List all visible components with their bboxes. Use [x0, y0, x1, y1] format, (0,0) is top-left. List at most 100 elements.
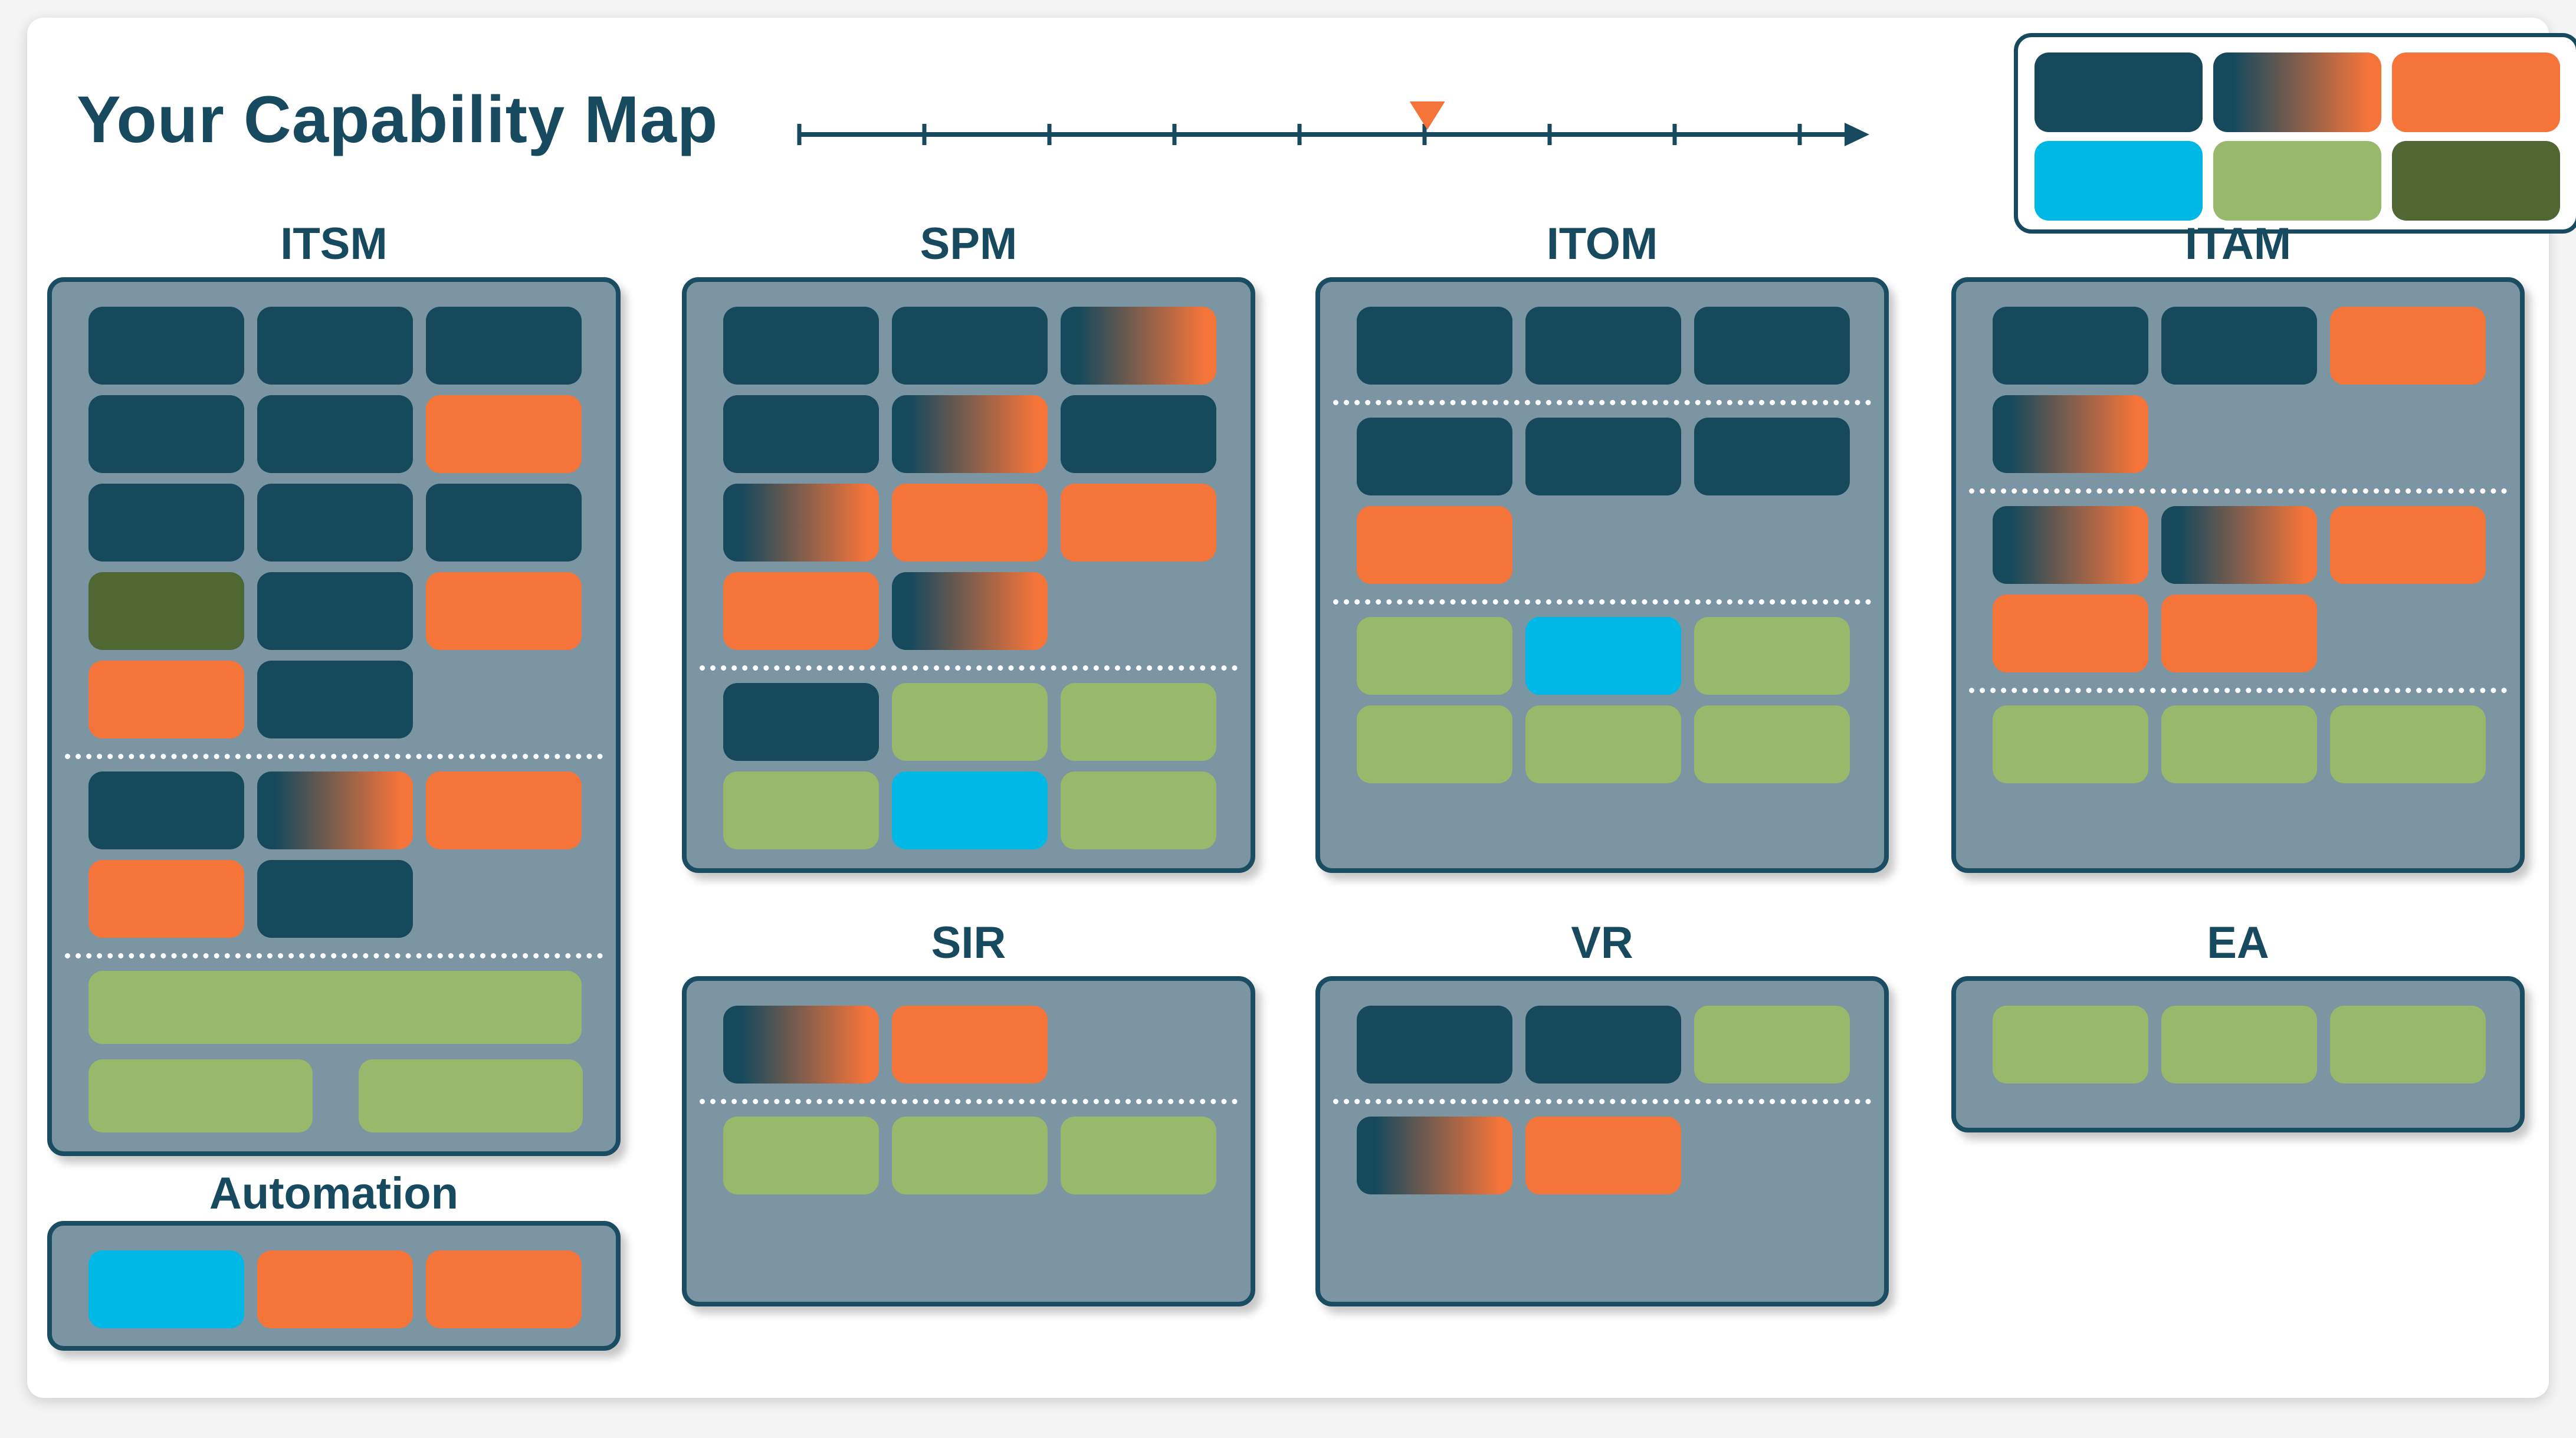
panel-itam	[1951, 277, 2525, 873]
panel-automation	[47, 1221, 621, 1351]
capability-tile	[1357, 1117, 1512, 1194]
capability-tile	[426, 395, 582, 473]
panel-title-vr: VR	[1571, 918, 1633, 968]
section-divider	[1333, 400, 1871, 405]
capability-tile	[88, 307, 244, 385]
capability-tile	[1993, 1006, 2148, 1084]
capability-tile	[1357, 1006, 1512, 1084]
capability-tile	[257, 484, 413, 562]
capability-tile	[1694, 1006, 1850, 1084]
capability-tile	[2161, 595, 2317, 672]
capability-tile	[1357, 506, 1512, 584]
capability-tile	[723, 572, 879, 650]
capability-tile	[359, 1059, 583, 1132]
capability-tile	[88, 971, 582, 1044]
panel-sir	[682, 976, 1255, 1306]
panel-title-itam: ITAM	[2184, 219, 2292, 269]
capability-tile	[1993, 307, 2148, 385]
capability-tile	[1357, 617, 1512, 695]
capability-tile	[723, 1117, 879, 1194]
capability-tile	[257, 1250, 413, 1328]
capability-tile	[257, 860, 413, 938]
color-legend	[2014, 33, 2576, 234]
capability-tile	[2161, 1006, 2317, 1084]
capability-tile	[1993, 595, 2148, 672]
capability-tile	[2330, 307, 2486, 385]
panel-ea	[1951, 976, 2525, 1132]
panel-vr	[1315, 976, 1889, 1306]
capability-tile	[88, 395, 244, 473]
capability-tile	[2161, 307, 2317, 385]
capability-tile	[892, 771, 1048, 849]
panel-title-ea: EA	[2207, 918, 2269, 968]
capability-tile	[257, 307, 413, 385]
capability-tile	[2330, 506, 2486, 584]
capability-tile	[88, 771, 244, 849]
legend-swatch-light-green	[2213, 141, 2381, 221]
capability-tile	[892, 683, 1048, 761]
capability-tile	[1525, 705, 1681, 783]
capability-tile	[1525, 617, 1681, 695]
panel-title-itom: ITOM	[1546, 219, 1658, 269]
capability-tile	[1993, 506, 2148, 584]
capability-tile	[1694, 418, 1850, 495]
capability-tile	[892, 1117, 1048, 1194]
capability-tile	[892, 1006, 1048, 1084]
capability-tile	[257, 771, 413, 849]
panel-title-itsm: ITSM	[280, 219, 388, 269]
capability-tile	[1694, 705, 1850, 783]
capability-tile	[1525, 1006, 1681, 1084]
capability-tile	[1525, 307, 1681, 385]
capability-tile	[723, 771, 879, 849]
capability-tile	[1061, 1117, 1216, 1194]
capability-tile	[723, 484, 879, 562]
capability-tile	[426, 1250, 582, 1328]
legend-swatch-orange	[2392, 52, 2560, 132]
timeline	[797, 101, 1869, 146]
capability-tile	[2330, 1006, 2486, 1084]
panel-title-sir: SIR	[931, 918, 1006, 968]
capability-tile	[892, 572, 1048, 650]
capability-tile	[426, 484, 582, 562]
section-divider	[65, 953, 603, 958]
panel-title-automation: Automation	[209, 1168, 459, 1219]
capability-tile	[1694, 307, 1850, 385]
capability-tile	[1993, 395, 2148, 473]
capability-tile	[892, 307, 1048, 385]
capability-tile	[723, 307, 879, 385]
capability-tile	[1357, 418, 1512, 495]
capability-tile	[1357, 705, 1512, 783]
capability-tile	[723, 683, 879, 761]
capability-tile	[1061, 771, 1216, 849]
capability-tile	[88, 572, 244, 650]
capability-tile	[723, 1006, 879, 1084]
capability-tile	[1525, 418, 1681, 495]
capability-tile	[2161, 705, 2317, 783]
capability-map-page: Your Capability Map ITSM SPM ITOM ITAM SIR VR…	[27, 18, 2576, 1398]
capability-tile	[1061, 307, 1216, 385]
capability-tile	[426, 771, 582, 849]
capability-tile	[88, 1059, 313, 1132]
legend-swatch-dark	[2034, 52, 2203, 132]
page-title: Your Capability Map	[77, 83, 718, 156]
capability-tile	[1061, 395, 1216, 473]
capability-tile	[426, 307, 582, 385]
panel-title-spm: SPM	[920, 219, 1018, 269]
section-divider	[65, 754, 603, 759]
capability-tile	[88, 860, 244, 938]
capability-tile	[257, 395, 413, 473]
panel-itom	[1315, 277, 1889, 873]
capability-tile	[257, 572, 413, 650]
capability-tile	[2330, 705, 2486, 783]
capability-tile	[1525, 1117, 1681, 1194]
panel-itsm	[47, 277, 621, 1156]
timeline-marker	[1409, 101, 1445, 130]
section-divider	[1969, 688, 2507, 693]
section-divider	[1333, 599, 1871, 605]
legend-swatch-dark-green	[2392, 141, 2560, 221]
capability-tile	[1061, 683, 1216, 761]
section-divider	[700, 1099, 1238, 1104]
capability-tile	[88, 1250, 244, 1328]
capability-tile	[2161, 506, 2317, 584]
capability-tile	[1694, 617, 1850, 695]
